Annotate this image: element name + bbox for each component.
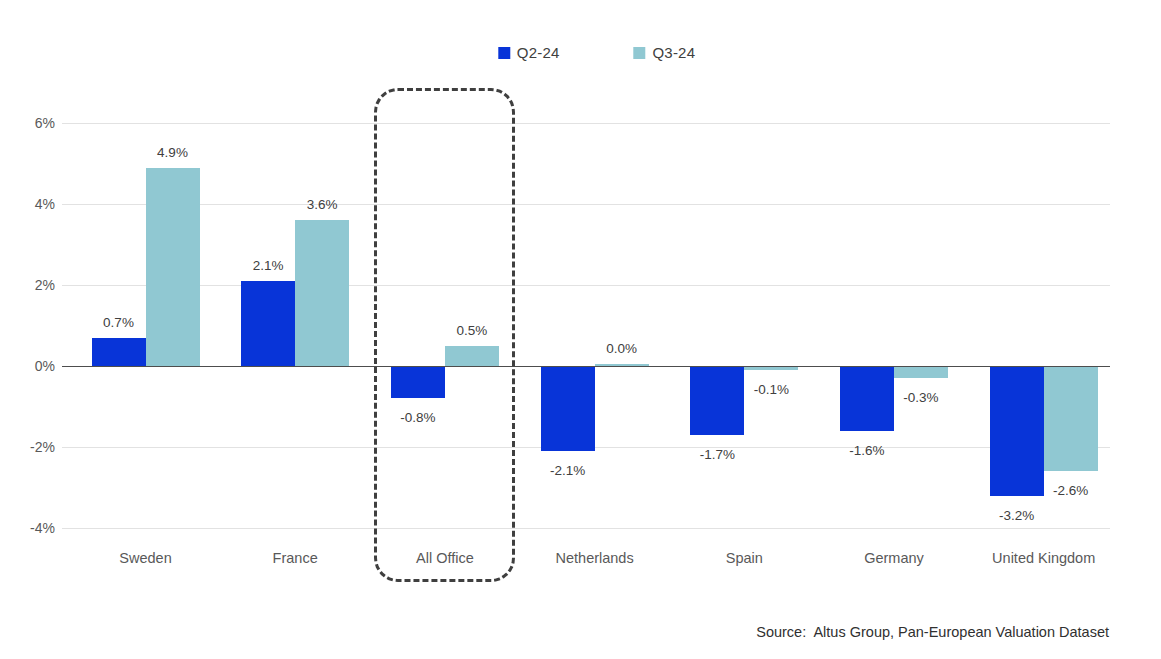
y-axis-tick-label: -2% [0, 439, 55, 455]
value-label-q3-24-netherlands: 0.0% [586, 340, 658, 357]
value-label-q3-24-united-kingdom: -2.6% [1035, 482, 1107, 499]
category-label-germany: Germany [819, 549, 969, 567]
value-label-q2-24-spain: -1.7% [681, 446, 753, 463]
bar-q3-24-united-kingdom [1044, 366, 1098, 471]
legend-swatch-icon [498, 47, 510, 59]
legend-label: Q2-24 [517, 44, 560, 61]
value-label-q3-24-spain: -0.1% [735, 381, 807, 398]
gridline [62, 528, 1110, 529]
gridline [62, 123, 1110, 124]
y-axis-tick-label: 4% [0, 196, 55, 212]
bar-q2-24-sweden [92, 338, 146, 366]
legend: Q2-24 Q3-24 [498, 44, 695, 61]
legend-item-q3-24: Q3-24 [634, 44, 696, 61]
chart-canvas: Q2-24 Q3-24 6% 4% 2% 0% -2% -4% 0.7% 4.9% Sweden 2… [0, 0, 1161, 659]
value-label-q2-24-united-kingdom: -3.2% [981, 507, 1053, 524]
y-axis-tick-label: 0% [0, 358, 55, 374]
bar-q3-24-sweden [146, 168, 200, 366]
y-axis-tick-label: 2% [0, 277, 55, 293]
value-label-q3-24-germany: -0.3% [885, 389, 957, 406]
category-label-all-office: All Office [370, 549, 520, 567]
bar-q3-24-all-office [445, 346, 499, 366]
bar-q3-24-france [295, 220, 349, 366]
legend-item-q2-24: Q2-24 [498, 44, 560, 61]
bar-q2-24-spain [690, 366, 744, 435]
value-label-q3-24-all-office: 0.5% [436, 322, 508, 339]
category-label-spain: Spain [669, 549, 819, 567]
value-label-q2-24-netherlands: -2.1% [532, 462, 604, 479]
value-label-q2-24-germany: -1.6% [831, 442, 903, 459]
value-label-q2-24-sweden: 0.7% [83, 314, 155, 331]
category-label-sweden: Sweden [71, 549, 221, 567]
y-axis-tick-label: 6% [0, 115, 55, 131]
category-label-united-kingdom: United Kingdom [969, 549, 1119, 567]
bar-q2-24-netherlands [541, 366, 595, 451]
source-attribution: Source: Altus Group, Pan-European Valuat… [756, 624, 1109, 640]
value-label-q2-24-france: 2.1% [232, 257, 304, 274]
value-label-q3-24-sweden: 4.9% [137, 144, 209, 161]
gridline [62, 285, 1110, 286]
value-label-q3-24-france: 3.6% [286, 196, 358, 213]
bar-q3-24-germany [894, 366, 948, 378]
bar-q2-24-all-office [391, 366, 445, 398]
bar-q2-24-united-kingdom [990, 366, 1044, 496]
legend-swatch-icon [634, 47, 646, 59]
legend-label: Q3-24 [653, 44, 696, 61]
y-axis-tick-label: -4% [0, 520, 55, 536]
value-label-q2-24-all-office: -0.8% [382, 409, 454, 426]
gridline [62, 204, 1110, 205]
bar-q2-24-france [241, 281, 295, 366]
category-label-netherlands: Netherlands [520, 549, 670, 567]
category-label-france: France [220, 549, 370, 567]
zero-axis-line [62, 366, 1110, 367]
